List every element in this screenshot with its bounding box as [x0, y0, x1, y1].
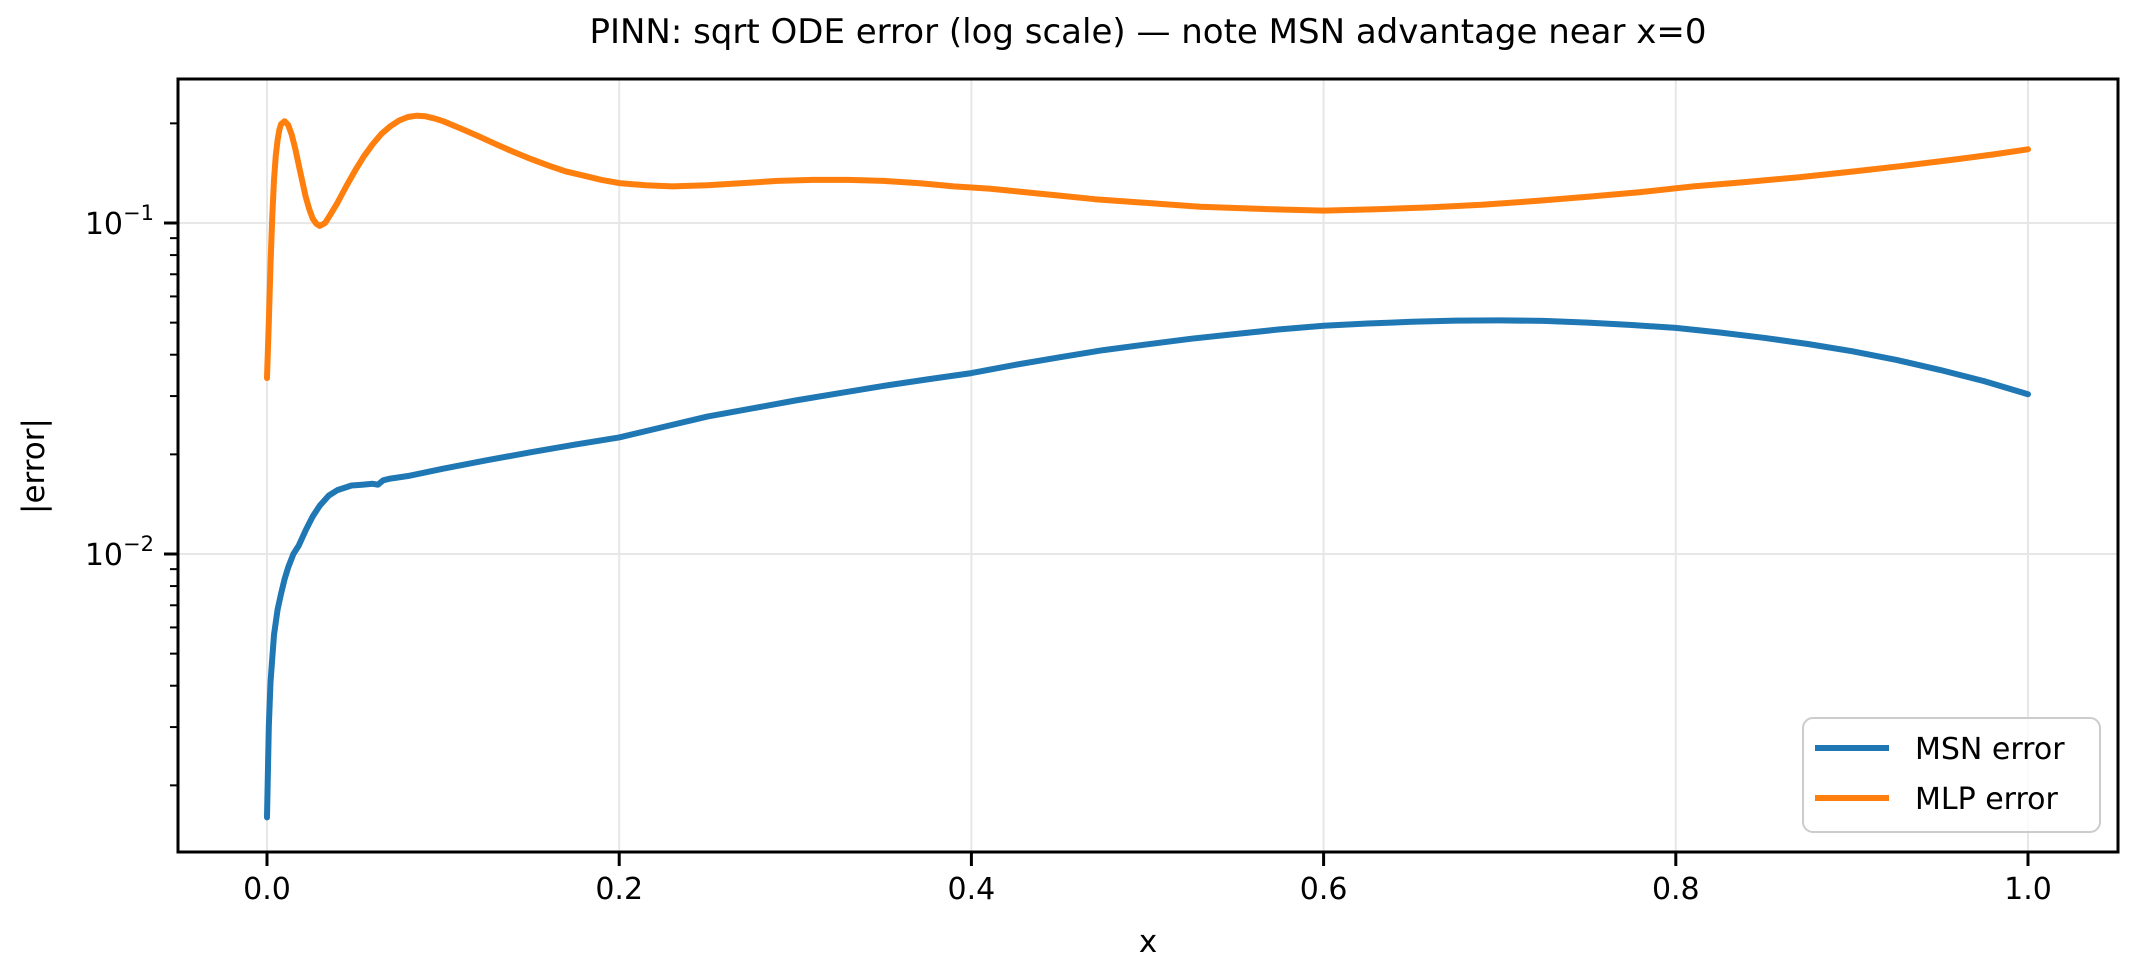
- legend-label: MSN error: [1915, 732, 2065, 767]
- axes-layer: [176, 77, 2120, 854]
- legend-label: MLP error: [1915, 782, 2059, 817]
- y-tick-label: 10−2: [85, 532, 154, 573]
- legend: MSN error MLP error: [1802, 717, 2101, 833]
- plot-spines: [176, 77, 2120, 854]
- x-tick-label: 0.0: [243, 872, 291, 907]
- chart-title: PINN: sqrt ODE error (log scale) — note …: [589, 12, 1706, 52]
- y-axis-label: |error|: [16, 418, 52, 514]
- x-tick-label: 0.6: [1300, 872, 1348, 907]
- y-tick-label: 10−1: [85, 201, 154, 242]
- msn-error-line: [264, 317, 2031, 821]
- x-tick-label: 0.4: [948, 872, 996, 907]
- x-axis-label: x: [1139, 924, 1157, 960]
- x-tick-label: 1.0: [2004, 872, 2052, 907]
- series-layer: [264, 112, 2031, 821]
- x-tick-label: 0.2: [595, 872, 643, 907]
- x-tick-label: 0.8: [1652, 872, 1700, 907]
- mlp-error-line: [264, 112, 2031, 382]
- tick-layer: 0.0 0.2 0.4 0.6 0.8 1.0 10−1 10−2: [85, 122, 2052, 907]
